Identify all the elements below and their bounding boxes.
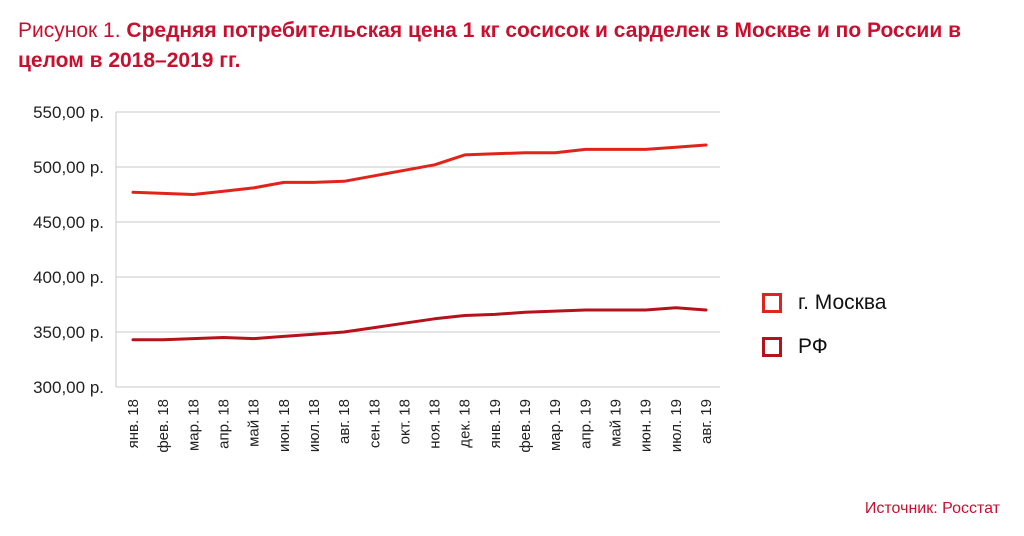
y-tick-label: 300,00 р. <box>33 378 104 397</box>
y-axis-ticks: 550,00 р. 500,00 р. 450,00 р. 400,00 р. 350,… <box>33 103 104 397</box>
figure-title: Средняя потребительская цена 1 кг сосисо… <box>18 19 961 72</box>
x-tick-label: июл. 18 <box>306 399 323 452</box>
y-tick-label: 350,00 р. <box>33 323 104 342</box>
x-tick-label: май 19 <box>608 399 625 447</box>
x-tick-label: авг. 19 <box>698 399 715 444</box>
x-tick-label: сен. 18 <box>366 399 383 448</box>
chart-series <box>131 143 708 342</box>
legend-label-rf: РФ <box>798 335 828 358</box>
legend-swatch-moscow <box>762 293 782 313</box>
x-tick-label: мар. 19 <box>547 399 564 451</box>
y-tick-label: 400,00 р. <box>33 268 104 287</box>
x-tick-label: мар. 18 <box>185 399 202 451</box>
figure-number: Рисунок 1. <box>18 19 121 42</box>
legend-label-moscow: г. Москва <box>798 291 887 314</box>
x-axis-ticks: янв. 18 фев. 18 мар. 18 апр. 18 май 18 июн. 1… <box>125 399 715 453</box>
x-tick-label: дек. 18 <box>457 399 474 448</box>
legend-item-rf: РФ <box>762 330 886 364</box>
y-tick-label: 500,00 р. <box>33 158 104 177</box>
chart-title: Рисунок 1. Средняя потребительская цена … <box>18 16 1008 76</box>
series-line-moscow <box>131 143 708 196</box>
y-tick-label: 450,00 р. <box>33 213 104 232</box>
chart-grid <box>115 111 720 388</box>
y-tick-label: 550,00 р. <box>33 103 104 122</box>
series-line-rf <box>131 306 708 342</box>
x-tick-label: окт. 18 <box>396 399 413 444</box>
x-tick-label: апр. 18 <box>215 399 232 449</box>
x-tick-label: июн. 19 <box>638 399 655 452</box>
x-tick-label: ноя. 18 <box>427 399 444 449</box>
x-tick-label: июл. 19 <box>668 399 685 452</box>
x-tick-label: фев. 19 <box>517 399 534 453</box>
x-tick-label: май 18 <box>246 399 263 447</box>
x-tick-label: апр. 19 <box>577 399 594 449</box>
x-tick-label: янв. 19 <box>487 399 504 448</box>
source-note: Источник: Росстат <box>864 500 1000 517</box>
legend-swatch-rf <box>762 337 782 357</box>
legend-item-moscow: г. Москва <box>762 286 886 320</box>
x-tick-label: янв. 18 <box>125 399 142 448</box>
x-tick-label: фев. 18 <box>155 399 172 453</box>
chart-legend: г. Москва РФ <box>762 286 886 374</box>
x-tick-label: авг. 18 <box>336 399 353 444</box>
x-tick-label: июн. 18 <box>276 399 293 452</box>
